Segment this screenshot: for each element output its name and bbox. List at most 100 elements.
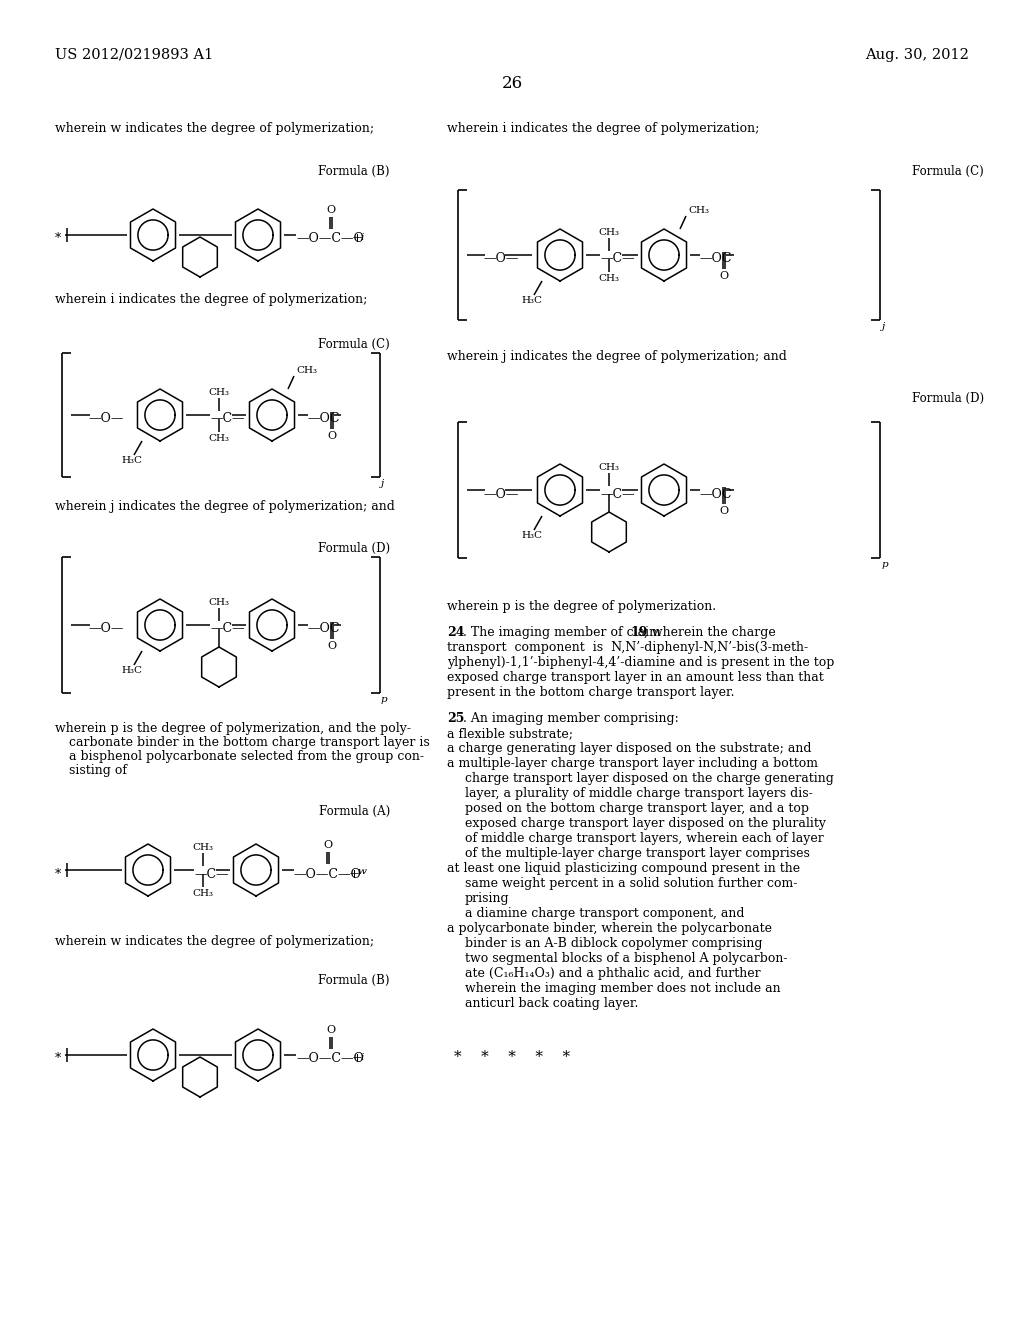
- Text: wherein p is the degree of polymerization.: wherein p is the degree of polymerizatio…: [447, 601, 716, 612]
- Text: H₃C: H₃C: [122, 667, 142, 675]
- Text: wherein i indicates the degree of polymerization;: wherein i indicates the degree of polyme…: [55, 293, 368, 306]
- Text: —O—: —O—: [88, 412, 123, 425]
- Text: a polycarbonate binder, wherein the polycarbonate: a polycarbonate binder, wherein the poly…: [447, 921, 772, 935]
- Text: 25: 25: [447, 711, 464, 725]
- Text: CH₃: CH₃: [598, 228, 620, 238]
- Text: wherein i indicates the degree of polymerization;: wherein i indicates the degree of polyme…: [447, 121, 760, 135]
- Text: transport  component  is  N,N’-diphenyl-N,N’-bis(3-meth-: transport component is N,N’-diphenyl-N,N…: [447, 642, 808, 653]
- Text: same weight percent in a solid solution further com-: same weight percent in a solid solution …: [465, 876, 798, 890]
- Text: anticurl back coating layer.: anticurl back coating layer.: [465, 997, 638, 1010]
- Text: wherein w indicates the degree of polymerization;: wherein w indicates the degree of polyme…: [55, 935, 374, 948]
- Text: —C—: —C—: [600, 252, 635, 265]
- Text: wherein the imaging member does not include an: wherein the imaging member does not incl…: [465, 982, 780, 995]
- Text: +: +: [352, 1052, 362, 1065]
- Text: Formula (D): Formula (D): [912, 392, 984, 405]
- Text: a multiple-layer charge transport layer including a bottom: a multiple-layer charge transport layer …: [447, 756, 818, 770]
- Text: O: O: [328, 642, 337, 651]
- Text: —O—C—O: —O—C—O: [296, 232, 364, 246]
- Text: +: +: [352, 232, 362, 246]
- Text: layer, a plurality of middle charge transport layers dis-: layer, a plurality of middle charge tran…: [465, 787, 813, 800]
- Text: CH₃: CH₃: [598, 463, 620, 473]
- Text: a flexible substrate;: a flexible substrate;: [447, 727, 573, 741]
- Text: —OC: —OC: [307, 412, 340, 425]
- Text: , wherein the charge: , wherein the charge: [644, 626, 776, 639]
- Text: p: p: [381, 696, 388, 704]
- Text: *    *    *    *    *: * * * * *: [454, 1049, 570, 1064]
- Text: O: O: [327, 1026, 336, 1035]
- Text: w: w: [357, 867, 366, 876]
- Text: . The imaging member of claim: . The imaging member of claim: [463, 626, 665, 639]
- Text: +: +: [349, 867, 360, 880]
- Text: wherein j indicates the degree of polymerization; and: wherein j indicates the degree of polyme…: [447, 350, 786, 363]
- Text: —C—: —C—: [600, 487, 635, 500]
- Text: at least one liquid plasticizing compound present in the: at least one liquid plasticizing compoun…: [447, 862, 800, 875]
- Text: ylphenyl)-1,1’-biphenyl-4,4’-diamine and is present in the top: ylphenyl)-1,1’-biphenyl-4,4’-diamine and…: [447, 656, 835, 669]
- Text: wherein p is the degree of polymerization, and the poly-: wherein p is the degree of polymerizatio…: [55, 722, 411, 735]
- Text: Formula (A): Formula (A): [318, 805, 390, 818]
- Text: —OC: —OC: [307, 623, 340, 635]
- Text: H₃C: H₃C: [122, 455, 142, 465]
- Text: —OC: —OC: [699, 252, 731, 265]
- Text: CH₃: CH₃: [598, 275, 620, 282]
- Text: binder is an A-B diblock copolymer comprising: binder is an A-B diblock copolymer compr…: [465, 937, 763, 950]
- Text: wherein j indicates the degree of polymerization; and: wherein j indicates the degree of polyme…: [55, 500, 395, 513]
- Text: —OC: —OC: [699, 487, 731, 500]
- Text: present in the bottom charge transport layer.: present in the bottom charge transport l…: [447, 686, 734, 700]
- Text: of middle charge transport layers, wherein each of layer: of middle charge transport layers, where…: [465, 832, 823, 845]
- Text: a diamine charge transport component, and: a diamine charge transport component, an…: [465, 907, 744, 920]
- Text: CH₃: CH₃: [296, 366, 317, 375]
- Text: *: *: [55, 867, 61, 880]
- Text: sisting of: sisting of: [69, 764, 127, 777]
- Text: Formula (C): Formula (C): [318, 338, 390, 351]
- Text: Formula (B): Formula (B): [318, 165, 390, 178]
- Text: —C—: —C—: [210, 412, 245, 425]
- Text: —O—: —O—: [483, 487, 518, 500]
- Text: —O—C—O: —O—C—O: [296, 1052, 364, 1065]
- Text: posed on the bottom charge transport layer, and a top: posed on the bottom charge transport lay…: [465, 803, 809, 814]
- Text: O: O: [720, 506, 728, 516]
- Text: two segmental blocks of a bisphenol A polycarbon-: two segmental blocks of a bisphenol A po…: [465, 952, 787, 965]
- Text: H₃C: H₃C: [521, 531, 543, 540]
- Text: Aug. 30, 2012: Aug. 30, 2012: [865, 48, 969, 62]
- Text: *: *: [55, 232, 61, 246]
- Text: wherein w indicates the degree of polymerization;: wherein w indicates the degree of polyme…: [55, 121, 374, 135]
- Text: 26: 26: [502, 75, 522, 92]
- Text: i: i: [360, 232, 364, 242]
- Text: of the multiple-layer charge transport layer comprises: of the multiple-layer charge transport l…: [465, 847, 810, 861]
- Text: carbonate binder in the bottom charge transport layer is: carbonate binder in the bottom charge tr…: [69, 737, 430, 748]
- Text: US 2012/0219893 A1: US 2012/0219893 A1: [55, 48, 213, 62]
- Text: CH₃: CH₃: [193, 843, 213, 851]
- Text: *: *: [55, 1052, 61, 1065]
- Text: CH₃: CH₃: [209, 434, 229, 444]
- Text: a bisphenol polycarbonate selected from the group con-: a bisphenol polycarbonate selected from …: [69, 750, 424, 763]
- Text: 24: 24: [447, 626, 465, 639]
- Text: 19: 19: [630, 626, 647, 639]
- Text: CH₃: CH₃: [193, 888, 213, 898]
- Text: —C—: —C—: [194, 867, 228, 880]
- Text: prising: prising: [465, 892, 510, 906]
- Text: j: j: [882, 322, 886, 331]
- Text: a charge generating layer disposed on the substrate; and: a charge generating layer disposed on th…: [447, 742, 811, 755]
- Text: —O—: —O—: [483, 252, 518, 265]
- Text: ate (C₁₆H₁₄O₃) and a phthalic acid, and further: ate (C₁₆H₁₄O₃) and a phthalic acid, and …: [465, 968, 761, 979]
- Text: p: p: [882, 560, 889, 569]
- Text: O: O: [327, 205, 336, 215]
- Text: Formula (B): Formula (B): [318, 974, 390, 987]
- Text: Formula (C): Formula (C): [912, 165, 984, 178]
- Text: O: O: [324, 840, 333, 850]
- Text: —C—: —C—: [210, 623, 245, 635]
- Text: CH₃: CH₃: [688, 206, 709, 215]
- Text: CH₃: CH₃: [209, 388, 229, 397]
- Text: exposed charge transport layer disposed on the plurality: exposed charge transport layer disposed …: [465, 817, 826, 830]
- Text: O: O: [720, 271, 728, 281]
- Text: . An imaging member comprising:: . An imaging member comprising:: [463, 711, 679, 725]
- Text: —O—C—O: —O—C—O: [293, 867, 360, 880]
- Text: i: i: [360, 1052, 364, 1061]
- Text: —O—: —O—: [88, 623, 123, 635]
- Text: j: j: [381, 479, 384, 488]
- Text: H₃C: H₃C: [521, 296, 543, 305]
- Text: Formula (D): Formula (D): [317, 543, 390, 554]
- Text: charge transport layer disposed on the charge generating: charge transport layer disposed on the c…: [465, 772, 834, 785]
- Text: CH₃: CH₃: [209, 598, 229, 607]
- Text: O: O: [328, 432, 337, 441]
